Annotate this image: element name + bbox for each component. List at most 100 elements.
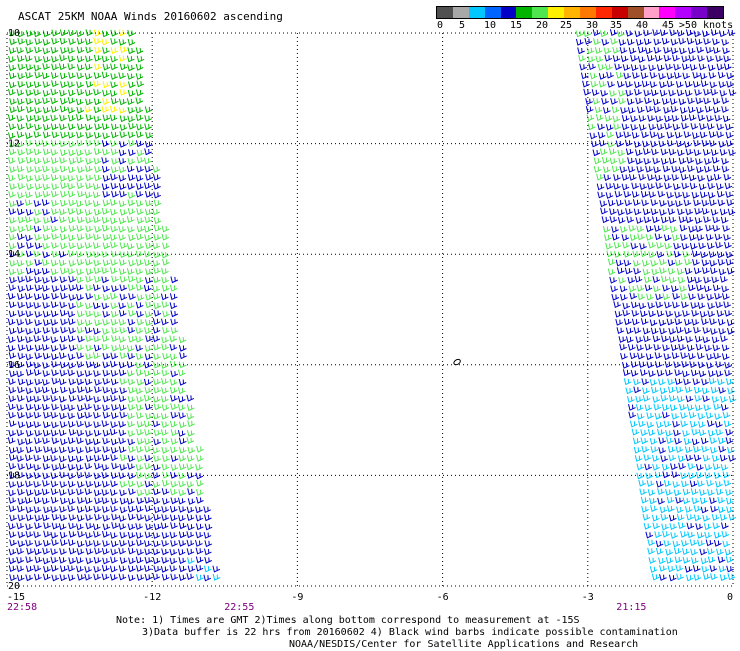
wind-barb (60, 267, 68, 275)
wind-barb (94, 319, 102, 327)
wind-barb (153, 267, 161, 275)
wind-barb (169, 302, 178, 310)
wind-barb (84, 573, 93, 581)
wind-barb (84, 497, 93, 505)
wind-barb (33, 131, 42, 139)
wind-barb (25, 336, 33, 344)
wind-barb (8, 64, 17, 72)
wind-barb (722, 411, 731, 419)
wind-barb (9, 539, 17, 547)
wind-barb (59, 233, 68, 241)
wind-barb (661, 224, 670, 232)
wind-barb (101, 157, 110, 164)
wind-barb (110, 480, 118, 488)
wind-barb (144, 565, 152, 573)
wind-barb (162, 327, 170, 334)
wind-barb (699, 489, 707, 497)
wind-barb (109, 114, 118, 122)
wind-barb (686, 404, 695, 412)
wind-barb (649, 319, 658, 327)
wind-barb (119, 463, 128, 471)
wind-barb (84, 370, 93, 377)
wind-barb (51, 360, 59, 368)
wind-barb (34, 556, 43, 564)
wind-barb (68, 199, 77, 207)
wind-barb (101, 335, 110, 343)
lon-tick-label: 0 (727, 592, 733, 603)
wind-barb (631, 182, 640, 190)
wind-barb (59, 412, 67, 420)
wind-barb (34, 242, 43, 250)
wind-barb (111, 123, 119, 131)
wind-barb (645, 472, 654, 480)
wind-barb (25, 403, 34, 411)
wind-barb (102, 514, 111, 522)
wind-barb (725, 123, 733, 131)
wind-barb (59, 208, 67, 216)
wind-barb (144, 556, 153, 564)
wind-barb (76, 514, 85, 522)
wind-barb (641, 131, 649, 139)
wind-barb (596, 173, 604, 181)
wind-barb (144, 403, 153, 411)
wind-barb (186, 506, 195, 514)
wind-barb (644, 284, 653, 292)
wind-barb (617, 30, 625, 38)
wind-barb (718, 386, 727, 394)
wind-barb (110, 540, 119, 548)
wind-barb (16, 105, 25, 113)
wind-barb (34, 123, 42, 131)
wind-barb (178, 539, 187, 547)
wind-barb (110, 148, 119, 156)
wind-barb (76, 310, 85, 318)
wind-barb (640, 369, 648, 377)
wind-barb (76, 506, 85, 514)
wind-barb (144, 310, 153, 318)
wind-barb (34, 71, 43, 79)
wind-barb (648, 64, 657, 72)
wind-barb (162, 352, 170, 360)
wind-barb (101, 276, 110, 284)
wind-barb (43, 539, 51, 547)
wind-barb (196, 496, 204, 504)
wind-barb (643, 38, 652, 46)
lat-tick-label: 12 (8, 139, 20, 150)
wind-barb (673, 489, 682, 497)
wind-barb (118, 149, 127, 157)
wind-barb (195, 472, 204, 480)
wind-barb (169, 343, 178, 351)
wind-barb (144, 140, 153, 148)
wind-barb (646, 54, 655, 62)
wind-barb (640, 190, 649, 198)
wind-barb (153, 302, 162, 310)
wind-barb (58, 429, 67, 437)
wind-barb (145, 335, 153, 343)
wind-barb (110, 387, 119, 395)
wind-barb (34, 514, 43, 522)
wind-barb (178, 557, 187, 565)
lat-tick-label: 20 (8, 581, 20, 592)
wind-barb (187, 565, 196, 573)
wind-barb (102, 352, 111, 360)
wind-barb (668, 394, 677, 402)
wind-barb (59, 105, 68, 113)
wind-barb (621, 234, 630, 242)
wind-barb (76, 242, 85, 250)
wind-barb (700, 437, 709, 445)
wind-barb (639, 488, 648, 496)
colorbar-segment (516, 7, 533, 18)
wind-barb (664, 242, 672, 250)
wind-barb (102, 480, 110, 488)
wind-barb (709, 199, 717, 207)
wind-barb (8, 489, 16, 497)
wind-barb (8, 123, 17, 131)
wind-barb (658, 319, 667, 327)
wind-barb (128, 122, 136, 130)
wind-barb (631, 318, 640, 326)
wind-barb (703, 276, 712, 284)
wind-barb (619, 343, 627, 351)
wind-barb (633, 267, 642, 275)
wind-barb (59, 89, 67, 97)
wind-barb (8, 29, 17, 37)
wind-barb (67, 539, 76, 547)
